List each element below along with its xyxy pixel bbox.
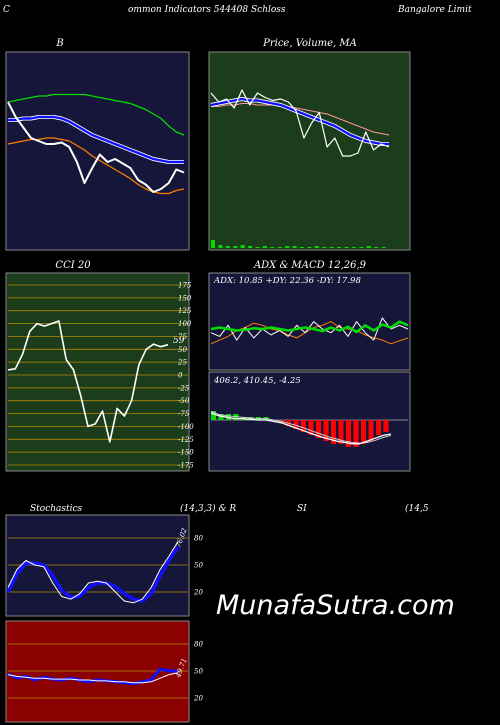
header-right: Bangalore Limit: [397, 5, 472, 15]
volume-bar: [366, 246, 371, 248]
header-left-char: C: [3, 5, 10, 15]
cci-tick-label: -125: [178, 436, 194, 444]
stoch-tick-label: 50: [194, 562, 203, 570]
header-title: ommon Indicators 544408 Schloss: [128, 5, 286, 15]
stoch-tick-label: 80: [194, 535, 203, 543]
macd-histogram-bar: [293, 420, 299, 429]
volume-bar: [292, 246, 297, 248]
stoch-d-line: [6, 546, 180, 603]
volume-bar: [255, 247, 260, 248]
cci-tick-label: -25: [178, 384, 190, 392]
stoch-params: (14,3,3) & R: [180, 503, 236, 514]
volume-bar: [285, 246, 290, 248]
macd-histogram-bar: [248, 417, 254, 420]
bollinger-title: B: [55, 38, 63, 49]
volume-bar: [233, 246, 238, 248]
macd-histogram-bar: [376, 420, 381, 435]
macd-histogram-bar: [308, 420, 314, 435]
volume-bar: [374, 247, 379, 248]
cci-tick-label: 125: [178, 307, 192, 315]
cci-tick-label: 0: [178, 372, 183, 380]
macd-histogram-bar: [368, 420, 374, 441]
price-ma-long: [211, 103, 390, 136]
macd-histogram-bar: [383, 420, 389, 432]
bollinger-ma-line: [8, 115, 184, 164]
cci-tick-label: -175: [178, 462, 194, 470]
bollinger-upper-band: [7, 93, 185, 136]
cci-tick-label: 150: [178, 294, 192, 302]
cci-panel: [5, 272, 190, 472]
cci-tick-label: 50: [178, 346, 187, 354]
volume-bar: [307, 247, 312, 248]
rsi-title: SI: [297, 504, 307, 514]
volume-bar: [248, 246, 253, 248]
cci-line: [7, 320, 169, 443]
stoch-title: Stochastics: [30, 504, 83, 514]
price-panel: [208, 51, 411, 251]
cci-tick-label: -75: [178, 410, 190, 418]
volume-bar: [277, 247, 282, 248]
volume-bar: [337, 247, 342, 248]
bollinger-price-line: [7, 101, 185, 193]
cci-tick-label: 175: [178, 282, 192, 290]
macd-histogram-bar: [301, 420, 306, 432]
cci-tick-label: 25: [177, 359, 187, 367]
macd-histogram-bar: [361, 420, 366, 444]
volume-bar: [300, 247, 304, 248]
price-title: Price, Volume, MA: [262, 38, 357, 49]
bollinger-panel: [5, 51, 190, 251]
volume-bar: [381, 247, 386, 248]
rsi-tick-label: 50: [194, 668, 203, 676]
cci-last-value: 59: [173, 336, 185, 346]
cci-tick-label: -50: [178, 397, 190, 405]
macd-histogram-bar: [211, 411, 216, 420]
macd-histogram-bar: [353, 420, 359, 447]
volume-bar: [211, 240, 215, 248]
macd-values-text: 406.2, 410.45, -4.25: [213, 376, 301, 386]
volume-bar: [218, 245, 223, 248]
macd-histogram-bar: [338, 420, 344, 444]
macd-histogram-bar: [346, 420, 351, 447]
rsi-panel: [5, 620, 190, 723]
cci-tick-label: -150: [178, 449, 194, 457]
volume-bar: [314, 246, 319, 248]
macd-histogram-bar: [331, 420, 336, 444]
rsi-signal-line: [7, 672, 179, 684]
adx-panel: [208, 272, 411, 371]
volume-bar: [322, 247, 327, 248]
volume-bar: [329, 247, 334, 248]
volume-bar: [270, 247, 275, 248]
volume-bar: [359, 247, 364, 248]
macd-line: [210, 412, 392, 445]
macd-histogram-bar: [218, 414, 224, 420]
cci-tick-label: 75: [178, 333, 187, 341]
volume-bar: [262, 246, 267, 248]
macd-histogram-bar: [323, 420, 329, 441]
rsi-params: (14,5: [405, 503, 429, 514]
macd-histogram-bar: [316, 420, 321, 438]
cci-tick-label: -100: [178, 423, 194, 431]
cci-tick-label: 100: [178, 320, 192, 328]
stoch-tick-label: 20: [193, 589, 203, 597]
stoch-panel: [5, 514, 190, 617]
price-line: [210, 89, 390, 157]
adx-line: [210, 321, 409, 345]
rsi-tick-label: 80: [194, 641, 203, 649]
plus-dy-line: [210, 320, 409, 334]
volume-bar: [351, 247, 356, 248]
volume-bar: [344, 247, 349, 248]
watermark: MunafaSutra.com: [216, 590, 455, 621]
cci-title: CCI 20: [55, 260, 91, 271]
rsi-tick-label: 20: [193, 695, 203, 703]
stoch-k-line: [7, 541, 179, 604]
volume-bar: [240, 245, 245, 248]
adx-title: ADX & MACD 12,26,9: [253, 260, 367, 271]
adx-values-text: ADX: 10.85 +DY: 22.36 -DY: 17.98: [213, 276, 361, 286]
price-ma-short: [210, 97, 389, 146]
volume-bar: [225, 246, 230, 248]
